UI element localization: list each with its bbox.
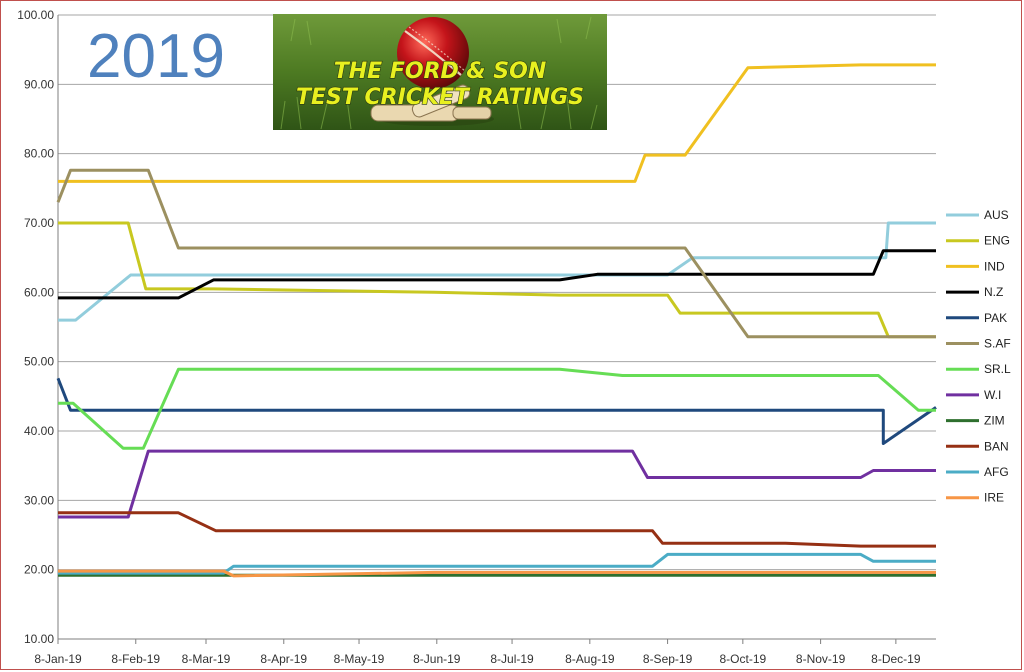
legend-label-saf: S.AF (984, 337, 1011, 351)
series-line-ind (58, 63, 936, 183)
banner-image: THE FORD & SON TEST CRICKET RATINGS (273, 14, 607, 130)
series-line-pak (56, 377, 937, 445)
legend: AUS ENG IND N.Z PAK S.AF SR.L W.I ZIM BAN AFG IRE (946, 208, 1011, 505)
series-line-ire (58, 569, 936, 578)
legend-label-pak: PAK (984, 311, 1007, 325)
legend-label-srl: SR.L (984, 362, 1011, 376)
series-line-wi (58, 449, 936, 519)
cricket-ball-icon (397, 17, 469, 89)
x-tick-label: 8-Nov-19 (796, 652, 846, 666)
x-tick-label: 8-Apr-19 (260, 652, 307, 666)
legend-label-wi: W.I (984, 388, 1001, 402)
x-tick-label: 8-Jun-19 (413, 652, 461, 666)
y-tick-label: 60.00 (24, 285, 54, 299)
x-tick-label: 8-Aug-19 (565, 652, 615, 666)
series-line-ban (58, 511, 936, 548)
y-tick-label: 30.00 (24, 493, 54, 507)
series-line-nz (58, 249, 936, 300)
x-tick-label: 8-Feb-19 (111, 652, 160, 666)
legend-label-ire: IRE (984, 491, 1004, 505)
legend-label-aus: AUS (984, 208, 1009, 222)
y-tick-label: 90.00 (24, 77, 54, 91)
legend-label-nz: N.Z (984, 285, 1003, 299)
y-tick-label: 20.00 (24, 563, 54, 577)
series-layer (56, 63, 937, 578)
banner-line-1: THE FORD & SON (334, 59, 547, 84)
series-line-srl (58, 367, 936, 450)
x-tick-label: 8-Dec-19 (871, 652, 921, 666)
x-tick-label: 8-Jan-19 (34, 652, 82, 666)
series-line-eng (58, 221, 936, 339)
x-tick-label: 8-Mar-19 (182, 652, 231, 666)
legend-label-zim: ZIM (984, 414, 1005, 428)
y-tick-label: 50.00 (24, 355, 54, 369)
y-tick-label: 70.00 (24, 216, 54, 230)
legend-label-ind: IND (984, 259, 1005, 273)
grass-texture (280, 16, 598, 130)
legend-label-ban: BAN (984, 439, 1009, 453)
banner-line-2: TEST CRICKET RATINGS (296, 85, 584, 110)
axis-layer: 10.00 20.00 30.00 40.00 50.00 60.00 70.00 80.00… (17, 8, 936, 666)
y-tick-label: 40.00 (24, 424, 54, 438)
legend-label-afg: AFG (984, 465, 1009, 479)
legend-label-eng: ENG (984, 234, 1010, 248)
y-tick-label: 10.00 (24, 632, 54, 646)
bat-bails-icon (370, 84, 492, 122)
series-line-aus (58, 221, 936, 322)
x-tick-label: 8-May-19 (334, 652, 385, 666)
series-line-saf (56, 168, 936, 339)
y-tick-label: 100.00 (17, 8, 54, 22)
x-tick-label: 8-Sep-19 (643, 652, 693, 666)
x-tick-label: 8-Jul-19 (490, 652, 534, 666)
y-tick-label: 80.00 (24, 147, 54, 161)
x-tick-label: 8-Oct-19 (719, 652, 766, 666)
chart-title: 2019 (87, 22, 225, 91)
